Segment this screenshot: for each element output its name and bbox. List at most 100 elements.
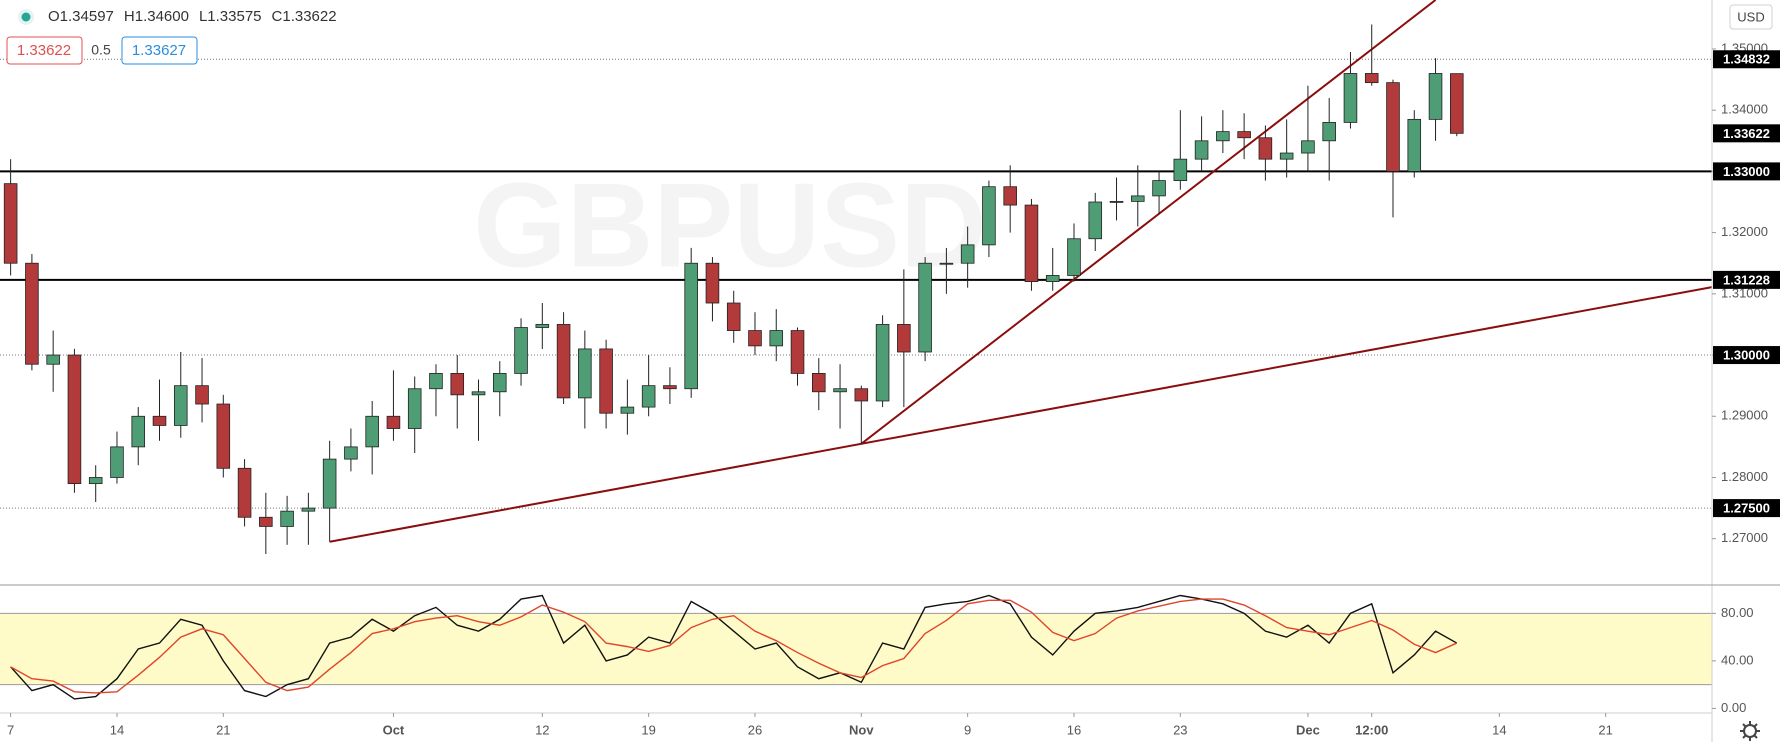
bid: 1.33622 (17, 42, 71, 59)
candle-body (1386, 82, 1400, 172)
candle-body (1364, 73, 1379, 84)
candle-body (960, 244, 975, 264)
candle-body (471, 391, 486, 396)
currency: USD (1737, 9, 1764, 24)
candle-body (407, 388, 422, 429)
candle-body (195, 385, 209, 405)
candle-body (110, 446, 124, 478)
candle-body (1343, 73, 1358, 123)
y-tick-label: 1.32000 (1721, 224, 1768, 239)
candle-body (152, 415, 167, 426)
candle-body (344, 446, 358, 460)
candle-body (1279, 152, 1294, 160)
candle-body (173, 385, 188, 426)
candle-body (1301, 140, 1315, 154)
stoch-band (0, 613, 1712, 685)
x-tick-label: Oct (383, 722, 405, 737)
ask-box[interactable] (121, 36, 198, 65)
candle-body (1258, 137, 1273, 160)
price-label-box (1713, 270, 1780, 289)
candle-body (641, 385, 656, 408)
candle-body (46, 354, 60, 365)
x-tick-label: 14 (110, 722, 124, 737)
stoch-tick-label: 80.00 (1721, 605, 1754, 620)
candle-body (1322, 122, 1336, 142)
currency-box[interactable] (1729, 4, 1773, 30)
price-label: 1.33000 (1723, 164, 1770, 179)
trendline (860, 0, 1437, 445)
candle-body (88, 477, 103, 485)
candle-body (386, 415, 401, 429)
y-tick-label: 1.29000 (1721, 408, 1768, 423)
candle-body (1024, 204, 1039, 282)
ohlc-header: O1.34597 H1.34600 L1.33575 C1.33622 (48, 8, 337, 25)
price-label-box (1713, 499, 1780, 518)
x-tick-label: 26 (748, 722, 762, 737)
candle-body (1450, 73, 1464, 134)
ohlc-value: C1.33622 (272, 8, 337, 25)
candle-body (726, 302, 741, 331)
candle-body (875, 324, 890, 402)
candle-body (897, 324, 911, 353)
x-tick-label: 23 (1173, 722, 1187, 737)
settings-icon[interactable] (1740, 721, 1760, 741)
candle-body (918, 262, 932, 353)
candle-body (1173, 158, 1188, 181)
x-tick-label: 21 (1598, 722, 1612, 737)
candle-body (365, 415, 379, 448)
watermark: GBPUSD (473, 159, 986, 293)
x-tick-label: 9 (964, 722, 971, 737)
ohlc-value: H1.34600 (124, 8, 189, 25)
bid-box[interactable] (6, 36, 83, 65)
candle-body (578, 348, 592, 399)
candle-body (939, 262, 954, 265)
y-tick-label: 1.28000 (1721, 469, 1768, 484)
candle-body (556, 324, 571, 399)
candle-body (322, 458, 337, 509)
price-label: 1.31228 (1723, 272, 1770, 287)
y-tick-label: 1.27000 (1721, 530, 1768, 545)
candle-body (450, 373, 465, 396)
x-tick-label: 19 (641, 722, 655, 737)
x-tick-label: 12 (535, 722, 549, 737)
ask: 1.33627 (132, 42, 186, 59)
candle-body (1088, 201, 1103, 240)
candle-body (833, 388, 847, 393)
candle-body (1428, 73, 1443, 120)
x-tick-label: 16 (1067, 722, 1081, 737)
candle-body (429, 373, 443, 390)
x-tick-label: 7 (7, 722, 14, 737)
candle-body (790, 330, 805, 374)
candle-body (25, 262, 39, 365)
symbol-icon-dot (21, 12, 31, 22)
candle-body (684, 262, 698, 390)
candle-body (3, 183, 18, 264)
x-tick-label: 12:00 (1355, 722, 1388, 737)
candle-body (1131, 195, 1145, 202)
candle-body (216, 403, 231, 469)
candle-body (705, 262, 720, 304)
candle-body (1237, 131, 1251, 139)
stoch-tick-label: 40.00 (1721, 652, 1754, 667)
candle-body (854, 388, 869, 402)
candle-body (1045, 275, 1060, 282)
x-tick-label: Nov (849, 722, 874, 737)
candle-body (769, 330, 784, 347)
candle-body (535, 324, 550, 328)
candle-body (280, 510, 294, 527)
candle-body (1152, 180, 1166, 197)
candle-body (492, 373, 507, 393)
candle-body (1216, 131, 1230, 142)
candle-body (1003, 186, 1017, 206)
candle-body (1109, 201, 1124, 203)
candle-body (599, 348, 613, 414)
candle-body (237, 467, 252, 518)
y-tick-label: 1.34000 (1721, 102, 1768, 117)
candle-body (1194, 140, 1209, 160)
gear-teeth (1740, 721, 1760, 741)
price-label-box (1713, 162, 1780, 181)
spread: 0.5 (91, 42, 111, 58)
candle-body (982, 186, 996, 246)
x-tick-label: Dec (1296, 722, 1320, 737)
